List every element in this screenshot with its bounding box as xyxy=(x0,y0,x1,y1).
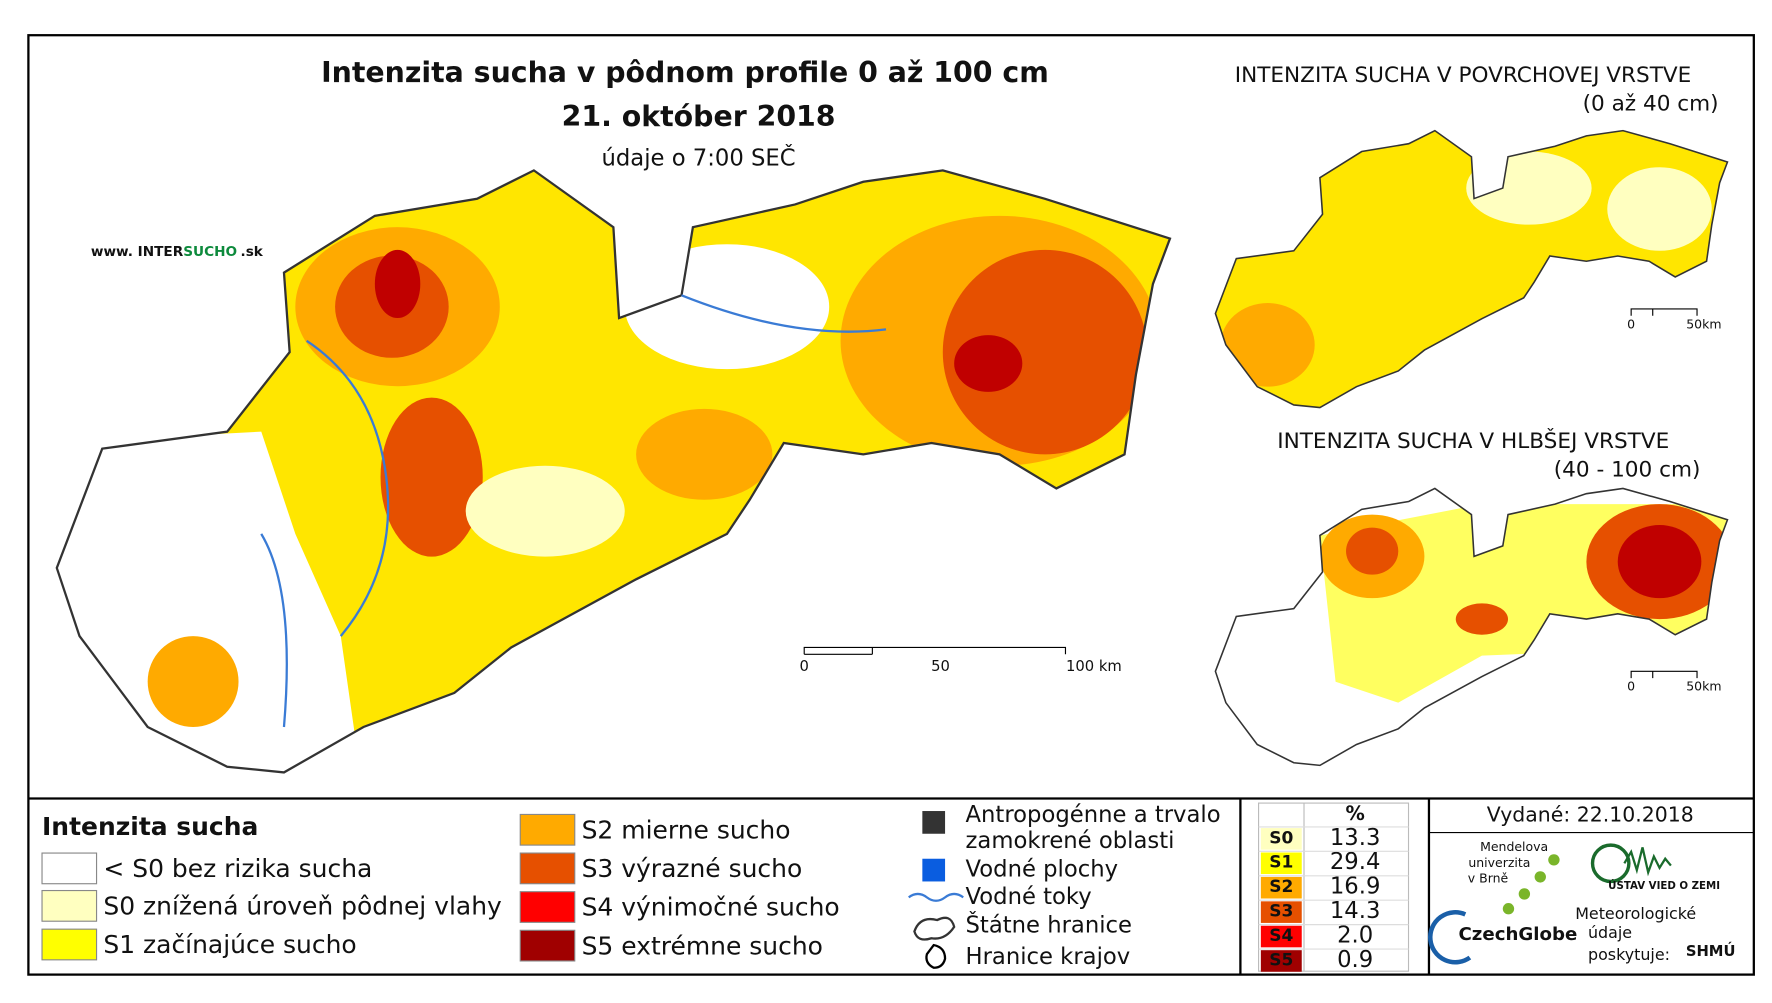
legend-label: S4 výnimočné sucho xyxy=(582,893,840,922)
stats-value: 0.9 xyxy=(1337,947,1373,973)
legend-title: Intenzita sucha xyxy=(42,812,258,841)
legend-label: S3 výrazné sucho xyxy=(582,854,803,883)
logo-text: CzechGlobe xyxy=(1458,924,1577,945)
main-scale-bar: 0 50 100 km xyxy=(800,646,1122,675)
scale-label: 50km xyxy=(1686,316,1721,331)
logo-text: univerzita xyxy=(1468,855,1530,870)
logo-text: ÚSTAV VIED O ZEMI xyxy=(1608,879,1720,892)
legend-swatch xyxy=(41,889,98,922)
stats-code: S1 xyxy=(1269,853,1293,873)
legend-swatch xyxy=(519,813,576,846)
uvz-wave xyxy=(1623,847,1672,877)
stats-code: S2 xyxy=(1269,877,1293,897)
mendel-dots xyxy=(1502,854,1560,915)
issued-date: Vydané: 22.10.2018 xyxy=(1487,803,1694,827)
stats-code: S5 xyxy=(1269,950,1293,970)
region-icon xyxy=(925,943,947,969)
stats-swatch xyxy=(1260,950,1302,972)
scale-label: 50 xyxy=(931,658,950,675)
stats-table: % S0 13.3 S1 29.4 S2 16.9 S3 14.3 S4 2.0 S5 0.9 xyxy=(1258,802,1410,973)
stats-swatch xyxy=(1260,876,1302,899)
legend-swatch xyxy=(519,891,576,923)
website: www. INTERSUCHO .sk xyxy=(91,244,264,260)
legend-label: S5 extrémne sucho xyxy=(582,931,823,960)
legend-label: S2 mierne sucho xyxy=(582,815,791,844)
inset-title: INTENZITA SUCHA V HLBŠEJ VRSTVE xyxy=(1277,428,1669,454)
legend-label: Vodné plochy xyxy=(966,857,1119,883)
scale-label: 100 km xyxy=(1066,658,1122,675)
logo-text: poskytuje: xyxy=(1588,945,1670,964)
legend-label: Vodné toky xyxy=(966,884,1092,910)
website-highlight: SUCHO xyxy=(183,244,237,260)
date: 21. október 2018 xyxy=(562,100,836,133)
scale-label: 0 xyxy=(1627,316,1635,331)
river-icon xyxy=(908,892,964,902)
legend-label: zamokrené oblasti xyxy=(966,828,1175,854)
uvz-circle xyxy=(1590,843,1631,884)
legend-swatch xyxy=(41,852,98,885)
scale-label: 0 xyxy=(800,658,809,675)
scale-label: 0 xyxy=(1627,679,1635,694)
title: Intenzita sucha v pôdnom profile 0 až 10… xyxy=(321,56,1049,89)
stats-value: 2.0 xyxy=(1337,922,1373,948)
logo-text: v Brně xyxy=(1468,871,1509,886)
stats-swatch xyxy=(1260,925,1302,948)
anthropogenic-icon xyxy=(922,811,946,834)
stats-value: 16.9 xyxy=(1330,874,1381,900)
scale-label: 50km xyxy=(1686,679,1721,694)
website-suffix: .sk xyxy=(241,244,264,260)
legend-swatch xyxy=(519,852,576,885)
logo-text: údaje xyxy=(1588,923,1632,942)
stats-value: 14.3 xyxy=(1330,898,1381,924)
stats-value: 13.3 xyxy=(1330,825,1381,851)
water-icon xyxy=(922,858,946,882)
stats-code: S4 xyxy=(1269,926,1293,946)
table-header: % xyxy=(1345,802,1364,825)
legend: Intenzita sucha Antropogénne a trvalo za… xyxy=(41,802,1221,970)
time-note: údaje o 7:00 SEČ xyxy=(602,144,796,172)
logos: Mendelova univerzita v Brně CzechGlobe Ú… xyxy=(1428,839,1736,965)
logo-text: Meteorologické xyxy=(1575,904,1696,923)
website-prefix: www. INTER xyxy=(91,244,184,260)
stats-swatch xyxy=(1260,852,1302,875)
czechglobe-arc xyxy=(1428,910,1472,965)
stats-code: S3 xyxy=(1269,902,1293,922)
legend-label: S1 začínajúce sucho xyxy=(103,930,356,959)
inset-subtitle: (0 až 40 cm) xyxy=(1583,92,1719,117)
stats-swatch xyxy=(1260,901,1302,923)
legend-label: S0 znížená úroveň pôdnej vlahy xyxy=(103,892,502,921)
inset-subtitle: (40 - 100 cm) xyxy=(1554,457,1701,482)
stats-code: S0 xyxy=(1269,828,1293,848)
legend-label: < S0 bez rizika sucha xyxy=(103,854,372,883)
legend-swatch xyxy=(41,928,98,961)
border-icon xyxy=(913,916,956,941)
logo-text: SHMÚ xyxy=(1686,942,1736,960)
logo-text: Mendelova xyxy=(1480,839,1548,854)
inset-title: INTENZITA SUCHA V POVRCHOVEJ VRSTVE xyxy=(1235,63,1692,88)
legend-label: Antropogénne a trvalo xyxy=(966,802,1221,828)
table-frame xyxy=(1258,802,1410,972)
legend-label: Štátne hranice xyxy=(966,910,1132,938)
legend-label: Hranice krajov xyxy=(966,944,1131,970)
legend-swatch xyxy=(519,929,576,962)
stats-swatch xyxy=(1260,828,1302,850)
stats-value: 29.4 xyxy=(1330,849,1381,875)
